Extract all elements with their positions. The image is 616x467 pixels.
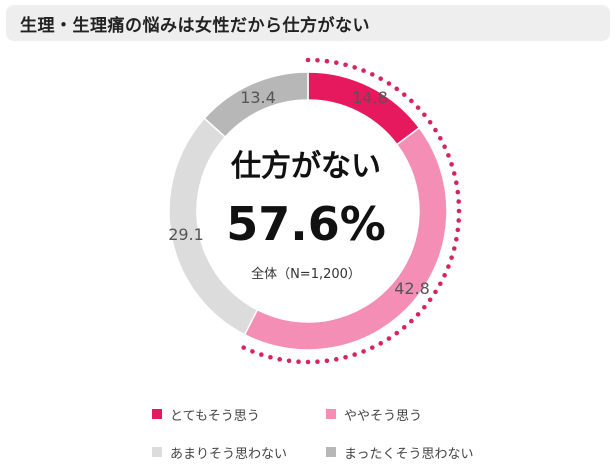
highlight-dot (324, 58, 330, 64)
highlight-dot (451, 246, 457, 251)
slice-value-label: 29.1 (168, 225, 204, 244)
highlight-dot (401, 325, 407, 330)
highlight-dot (422, 304, 427, 310)
highlight-dot (455, 189, 461, 195)
highlight-dot (442, 144, 447, 150)
highlight-dot (438, 281, 443, 287)
highlight-dot (352, 65, 357, 70)
legend-item-very-much: とてもそう思う (152, 404, 260, 424)
highlight-dot (378, 76, 384, 81)
center-label: 仕方がない (230, 149, 381, 184)
highlight-dot (386, 81, 392, 86)
legend-item-not-at-all: まったくそう思わない (326, 442, 473, 462)
title-bar: 生理・生理痛の悩みは女性だから仕方がない (6, 5, 610, 41)
slice-labels: 14.8 42.8 29.1 13.4 (168, 88, 430, 298)
highlight-dot (401, 92, 407, 97)
chart-title: 生理・生理痛の悩みは女性だから仕方がない (20, 16, 370, 36)
highlight-dot (433, 289, 438, 295)
highlight-dot (427, 297, 433, 303)
highlight-dot (456, 199, 462, 204)
slice-value-label: 14.8 (352, 88, 388, 107)
legend-label: まったくそう思わない (344, 446, 474, 462)
highlight-dot (415, 105, 421, 110)
legend-item-somewhat: ややそう思う (326, 404, 422, 424)
highlight-dot (352, 352, 357, 357)
legend-swatch (152, 447, 162, 457)
highlight-dot (386, 336, 392, 341)
highlight-dot (409, 318, 414, 324)
highlight-dot (442, 272, 447, 278)
highlight-dots (241, 57, 462, 365)
legend-swatch (326, 447, 336, 457)
donut-slice (307, 71, 421, 146)
highlight-dot (333, 60, 339, 65)
highlight-dot (333, 357, 339, 362)
highlight-dot (394, 86, 400, 92)
highlight-dot (361, 68, 366, 73)
highlight-dot (454, 180, 459, 186)
highlight-dot (378, 341, 384, 346)
highlight-dot (369, 72, 375, 77)
highlight-dot (456, 208, 462, 214)
highlight-dot (343, 354, 348, 360)
legend-label: ややそう思う (344, 408, 423, 424)
highlight-dot (427, 119, 433, 125)
highlight-dot (296, 359, 301, 365)
highlight-dot (259, 352, 264, 357)
highlight-dot (456, 218, 462, 223)
highlight-dot (250, 349, 255, 354)
highlight-dot (324, 358, 330, 364)
donut-slice (203, 71, 309, 139)
legend-swatch (152, 409, 162, 419)
highlight-dot (286, 358, 292, 364)
donut-slice (243, 126, 448, 351)
highlight-dot (305, 57, 311, 63)
highlight-dot (394, 330, 400, 336)
highlight-dot (433, 127, 438, 133)
highlight-dot (315, 58, 320, 63)
slice-value-label: 13.4 (240, 88, 276, 107)
highlight-dot (361, 349, 366, 354)
highlight-dot (446, 153, 451, 158)
highlight-dot (277, 357, 283, 362)
highlight-dot (415, 312, 421, 317)
center-value: 57.6% (226, 197, 386, 251)
center-note: 全体（N=1,200） (251, 266, 361, 282)
highlight-dot (451, 171, 457, 176)
highlight-dot (409, 98, 414, 104)
donut-slices (168, 71, 448, 351)
highlight-dot (438, 135, 443, 141)
highlight-dot (369, 345, 375, 350)
highlight-dot (454, 236, 459, 242)
legend-label: とてもそう思う (170, 408, 260, 424)
highlight-dot (422, 112, 427, 118)
highlight-dot (343, 62, 348, 68)
highlight-dot (315, 359, 320, 365)
legend-swatch (326, 409, 336, 419)
highlight-dot (446, 264, 451, 269)
highlight-dot (455, 227, 461, 233)
highlight-dot (268, 354, 273, 360)
highlight-dot (305, 359, 311, 365)
legend-item-not-much: あまりそう思わない (152, 442, 287, 462)
highlight-dot (449, 255, 454, 260)
legend-label: あまりそう思わない (170, 446, 288, 462)
highlight-dot (241, 345, 247, 350)
slice-value-label: 42.8 (394, 279, 430, 298)
highlight-dot (449, 162, 454, 167)
